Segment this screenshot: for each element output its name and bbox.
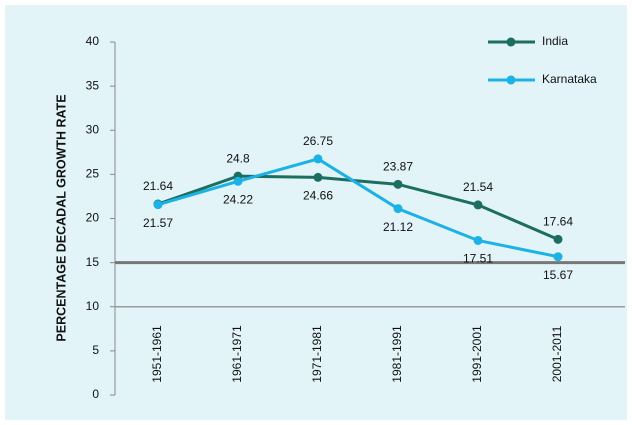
data-point [233, 176, 243, 186]
y-tick-label: 0 [92, 387, 99, 401]
data-label: 21.64 [143, 179, 173, 193]
y-tick-label: 15 [86, 255, 100, 269]
data-label: 24.66 [303, 189, 333, 203]
data-label: 21.12 [383, 220, 413, 234]
data-point [553, 234, 563, 244]
data-point [313, 172, 323, 182]
y-tick-label: 10 [86, 299, 100, 313]
legend-label: India [542, 34, 568, 48]
y-tick-label: 40 [86, 34, 100, 48]
data-point [553, 252, 563, 262]
legend-label: Karnataka [542, 72, 597, 86]
x-tick-label: 1951-1961 [150, 325, 164, 383]
x-tick-label: 1971-1981 [310, 325, 324, 383]
data-point [393, 204, 403, 214]
data-label: 26.75 [303, 134, 333, 148]
data-point [393, 179, 403, 189]
x-tick-label: 2001-2011 [550, 325, 564, 382]
y-tick-label: 20 [86, 211, 100, 225]
data-point [153, 200, 163, 210]
data-label: 24.8 [226, 151, 250, 165]
background [5, 5, 627, 420]
x-tick-label: 1981-1991 [390, 325, 404, 383]
legend-marker [506, 75, 516, 85]
data-label: 15.67 [543, 268, 573, 282]
data-label: 17.51 [463, 252, 493, 266]
y-tick-label: 30 [86, 122, 100, 136]
x-tick-label: 1991-2001 [470, 325, 484, 383]
data-label: 23.87 [383, 160, 413, 174]
x-tick-label: 1961-1971 [230, 325, 244, 383]
y-tick-label: 25 [86, 167, 100, 181]
y-tick-label: 35 [86, 78, 100, 92]
data-label: 24.22 [223, 192, 253, 206]
legend-marker [506, 37, 516, 47]
y-tick-label: 5 [92, 343, 99, 357]
data-label: 17.64 [543, 214, 573, 228]
data-point [473, 200, 483, 210]
series-line [157, 174, 559, 241]
series-line [157, 157, 559, 259]
data-label: 21.54 [463, 180, 493, 194]
data-label: 21.57 [143, 216, 173, 230]
data-point [313, 154, 323, 164]
data-point [473, 235, 483, 245]
y-axis-title: PERCENTAGE DECADAL GROWTH RATE [54, 94, 68, 341]
